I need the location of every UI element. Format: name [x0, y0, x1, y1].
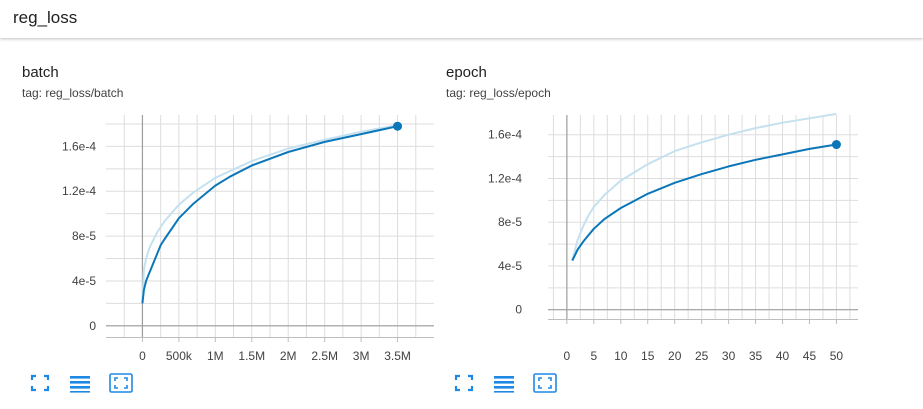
- grid: [106, 115, 434, 337]
- list-icon: [494, 376, 514, 393]
- x-tick-label: 35: [749, 349, 763, 363]
- series-line-raw: [571, 112, 837, 261]
- page-title: reg_loss: [13, 8, 78, 27]
- series-end-point: [831, 140, 841, 150]
- y-tick-label: 1.2e-4: [62, 184, 96, 198]
- x-tick-label: 3.5M: [384, 349, 411, 363]
- y-tick-labels: 0 4e-5 8e-5 1.2e-4 1.6e-4: [488, 128, 522, 317]
- chart-tag: tag: reg_loss/batch: [22, 86, 124, 100]
- x-tick-label: 40: [776, 349, 790, 363]
- y-tick-label: 1.6e-4: [62, 139, 96, 153]
- fit-domain-button[interactable]: [532, 372, 557, 394]
- series-line-smoothed: [141, 125, 398, 304]
- page-header: reg_loss: [0, 0, 923, 38]
- series-line-raw: [141, 124, 398, 304]
- series-line-smoothed: [571, 143, 837, 261]
- fit-domain-icon: [109, 373, 133, 393]
- toggle-log-scale-button[interactable]: [492, 372, 516, 394]
- fit-domain-button[interactable]: [108, 372, 133, 394]
- y-tick-label: 1.2e-4: [488, 171, 522, 185]
- chart-plot-epoch[interactable]: 0 5 10 15 20 25 30 35 40 45 50 0 4e-5 8e-5 1.2e-4 1.6e-…: [444, 104, 864, 366]
- x-tick-label: 50: [830, 349, 844, 363]
- x-tick-label: 2.5M: [311, 349, 338, 363]
- x-tick-label: 45: [803, 349, 817, 363]
- x-tick-label: 500k: [166, 349, 193, 363]
- x-tick-labels: 0 500k 1M 1.5M 2M 2.5M 3M 3.5M: [139, 337, 411, 363]
- fullscreen-icon: [454, 374, 474, 392]
- x-tick-label: 1.5M: [238, 349, 265, 363]
- y-tick-label: 8e-5: [498, 215, 522, 229]
- chart-plot-batch[interactable]: 0 500k 1M 1.5M 2M 2.5M 3M 3.5M 0 4e-5 8e-5 1.2e-4 1.…: [20, 104, 440, 366]
- x-tick-label: 1M: [207, 349, 224, 363]
- fullscreen-icon: [30, 374, 50, 392]
- chart-card-batch: batch tag: reg_loss/batch 0 500k 1M 1.5M 2M 2…: [20, 60, 450, 405]
- y-tick-label: 0: [515, 303, 522, 317]
- y-tick-label: 4e-5: [498, 259, 522, 273]
- x-tick-label: 3M: [353, 349, 370, 363]
- y-tick-label: 4e-5: [72, 274, 96, 288]
- chart-title: epoch: [446, 64, 487, 81]
- fullscreen-button[interactable]: [452, 372, 476, 394]
- fit-domain-icon: [533, 373, 557, 393]
- x-tick-label: 25: [695, 349, 709, 363]
- y-tick-label: 0: [89, 319, 96, 333]
- series-end-point: [393, 121, 403, 131]
- y-tick-labels: 0 4e-5 8e-5 1.2e-4 1.6e-4: [62, 139, 96, 332]
- chart-tag: tag: reg_loss/epoch: [446, 86, 551, 100]
- y-tick-label: 1.6e-4: [488, 128, 522, 142]
- chart-card-epoch: epoch tag: reg_loss/epoch 0 5 10 15 20 25 30 35…: [444, 60, 874, 405]
- x-tick-label: 0: [564, 349, 571, 363]
- x-tick-label: 2M: [280, 349, 297, 363]
- chart-title: batch: [22, 64, 59, 81]
- x-tick-label: 15: [641, 349, 655, 363]
- list-icon: [70, 376, 90, 393]
- x-tick-label: 5: [590, 349, 597, 363]
- toggle-log-scale-button[interactable]: [68, 372, 92, 394]
- x-tick-label: 10: [614, 349, 628, 363]
- y-tick-label: 8e-5: [72, 229, 96, 243]
- x-tick-labels: 0 5 10 15 20 25 30 35 40 45 50: [564, 319, 844, 363]
- fullscreen-button[interactable]: [28, 372, 52, 394]
- x-tick-label: 30: [722, 349, 736, 363]
- grid: [548, 115, 858, 319]
- x-tick-label: 0: [139, 349, 146, 363]
- x-tick-label: 20: [668, 349, 682, 363]
